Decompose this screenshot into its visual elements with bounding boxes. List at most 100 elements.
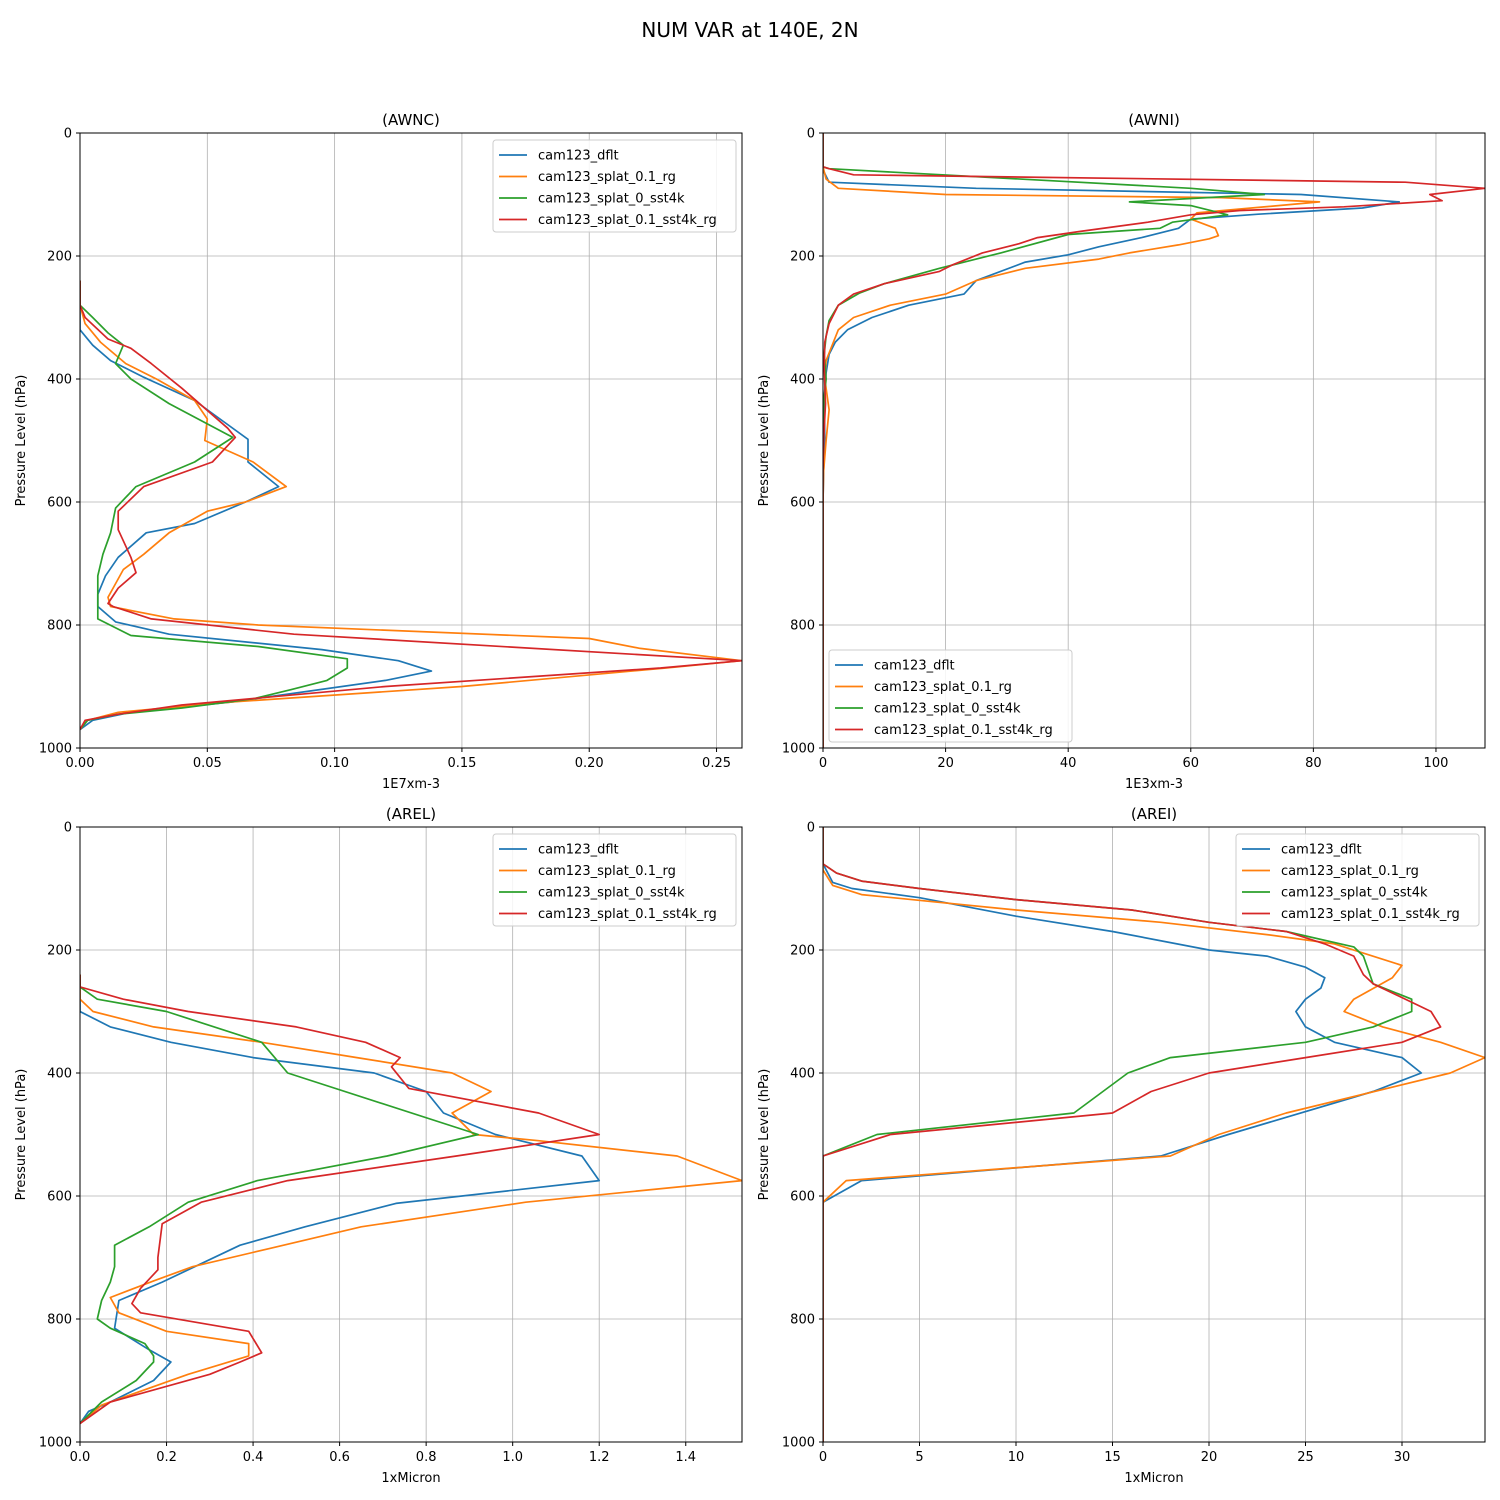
y-tick-label: 1000 (39, 1436, 72, 1451)
x-tick-label: 0.10 (320, 756, 349, 771)
x-tick-label: 40 (1060, 756, 1077, 771)
x-tick-label: 0.15 (447, 756, 476, 771)
x-tick-label: 0.00 (66, 756, 95, 771)
x-tick-label: 0 (819, 756, 827, 771)
y-tick-label: 800 (790, 1313, 815, 1328)
legend-label: cam123_splat_0.1_sst4k_rg (874, 723, 1053, 738)
y-tick-label: 1000 (39, 742, 72, 757)
x-axis-label: 1xMicron (1124, 1471, 1183, 1486)
legend-box (1235, 833, 1480, 927)
legend-label: cam123_dflt (1281, 843, 1362, 858)
legend-label: cam123_splat_0.1_rg (538, 864, 676, 879)
legend-label: cam123_dflt (538, 149, 619, 164)
y-tick-label: 400 (790, 1067, 815, 1082)
legend-label: cam123_splat_0.1_sst4k_rg (538, 907, 717, 922)
y-tick-label: 0 (807, 821, 815, 836)
series-line-cam123_splat_0_sst4k (80, 974, 479, 1425)
y-tick-label: 200 (47, 250, 72, 265)
x-tick-label: 0.0 (70, 1450, 91, 1465)
y-tick-label: 0 (807, 127, 815, 142)
x-tick-label: 80 (1305, 756, 1322, 771)
legend-label: cam123_splat_0.1_rg (874, 680, 1012, 695)
x-tick-label: 30 (1394, 1450, 1411, 1465)
axes-frame (79, 826, 743, 1443)
y-tick-label: 1000 (782, 1436, 815, 1451)
series-line-cam123_splat_0.1_sst4k_rg (80, 280, 742, 730)
series-line-cam123_splat_0.1_rg (80, 974, 742, 1425)
y-axis-label: Pressure Level (hPa) (14, 1069, 29, 1201)
series-line-cam123_splat_0.1_rg (80, 280, 742, 731)
legend-box (492, 833, 737, 927)
legend-box (828, 649, 1073, 743)
y-tick-label: 800 (47, 1313, 72, 1328)
series-line-cam123_splat_0.1_rg (823, 133, 1321, 748)
x-axis-label: 1E7xm-3 (382, 777, 440, 792)
y-tick-label: 0 (64, 821, 72, 836)
axes-frame (79, 132, 743, 749)
chart-panel-3: 0.0 0.2 0.4 0.6 0.8 1.0 1.2 1.4 0 200 400 600 800 100… (14, 805, 743, 1486)
legend: cam123_dflt cam123_splat_0.1_rg cam123_spl… (1235, 833, 1480, 927)
legend-label: cam123_dflt (874, 659, 955, 674)
legend-box (492, 139, 737, 233)
x-tick-label: 0 (819, 1450, 827, 1465)
x-tick-label: 1.0 (502, 1450, 523, 1465)
y-tick-label: 600 (47, 1190, 72, 1205)
legend-label: cam123_splat_0.1_rg (1281, 864, 1419, 879)
y-tick-label: 400 (790, 373, 815, 388)
x-tick-label: 0.6 (329, 1450, 350, 1465)
legend-label: cam123_splat_0_sst4k (538, 192, 685, 207)
x-tick-label: 60 (1183, 756, 1200, 771)
x-tick-label: 0.05 (193, 756, 222, 771)
legend-label: cam123_splat_0_sst4k (538, 886, 685, 901)
legend-label: cam123_splat_0_sst4k (1281, 886, 1428, 901)
panel-title: (AWNI) (1128, 111, 1180, 129)
series-line-cam123_dflt (80, 280, 433, 731)
series-line-cam123_splat_0_sst4k (80, 280, 349, 731)
y-tick-label: 600 (790, 496, 815, 511)
x-axis-label: 1xMicron (381, 1471, 440, 1486)
x-tick-label: 20 (1201, 1450, 1218, 1465)
x-tick-label: 0.2 (156, 1450, 177, 1465)
panel-title: (AWNC) (382, 111, 440, 129)
x-tick-label: 0.8 (416, 1450, 437, 1465)
series-line-cam123_splat_0.1_sst4k_rg (823, 133, 1485, 748)
y-tick-label: 600 (790, 1190, 815, 1205)
y-tick-label: 1000 (782, 742, 815, 757)
x-tick-label: 15 (1104, 1450, 1121, 1465)
y-tick-label: 800 (47, 619, 72, 634)
x-tick-label: 10 (1008, 1450, 1025, 1465)
y-tick-label: 200 (790, 944, 815, 959)
chart-panel-2: 0 20 40 60 80 10002004006008001000(AWNI)1E3xm… (757, 111, 1486, 792)
y-axis-label: Pressure Level (hPa) (757, 1069, 772, 1201)
chart-panel-1: 0.00 0.05 0.10 0.15 0.20 0.25 0 200 400 600 800 100… (14, 111, 743, 792)
x-tick-label: 5 (915, 1450, 923, 1465)
x-tick-label: 0.20 (575, 756, 604, 771)
y-tick-label: 400 (47, 373, 72, 388)
x-tick-label: 25 (1297, 1450, 1314, 1465)
figure-title: NUM VAR at 140E, 2N (641, 18, 858, 42)
panel-title: (AREI) (1131, 805, 1177, 823)
legend: cam123_dflt cam123_splat_0.1_rg cam123_spl… (492, 833, 737, 927)
x-tick-label: 1.2 (589, 1450, 610, 1465)
series-line-cam123_splat_0.1_rg (823, 827, 1485, 1442)
legend-label: cam123_splat_0_sst4k (874, 702, 1021, 717)
series-line-cam123_dflt (823, 827, 1423, 1442)
series-line-cam123_splat_0.1_sst4k_rg (823, 827, 1442, 1442)
x-tick-label: 20 (937, 756, 954, 771)
x-tick-label: 0.4 (243, 1450, 264, 1465)
x-tick-label: 0.25 (702, 756, 731, 771)
y-axis-label: Pressure Level (hPa) (757, 375, 772, 507)
panel-title: (AREL) (386, 805, 436, 823)
axes-frame (822, 132, 1486, 749)
x-tick-label: 100 (1424, 756, 1449, 771)
legend-label: cam123_splat_0.1_sst4k_rg (1281, 907, 1460, 922)
y-tick-label: 800 (790, 619, 815, 634)
legend: cam123_dflt cam123_splat_0.1_rg cam123_spl… (828, 649, 1073, 743)
legend: cam123_dflt cam123_splat_0.1_rg cam123_spl… (492, 139, 737, 233)
series-line-cam123_dflt (80, 974, 601, 1424)
chart-panel-4: 0 5 10 15 20 25 30 0 200 400 600 800 1000 (AREI) 1xMic… (757, 805, 1486, 1486)
y-tick-label: 200 (790, 250, 815, 265)
x-tick-label: 1.4 (675, 1450, 696, 1465)
series-line-cam123_splat_0.1_sst4k_rg (80, 974, 601, 1425)
